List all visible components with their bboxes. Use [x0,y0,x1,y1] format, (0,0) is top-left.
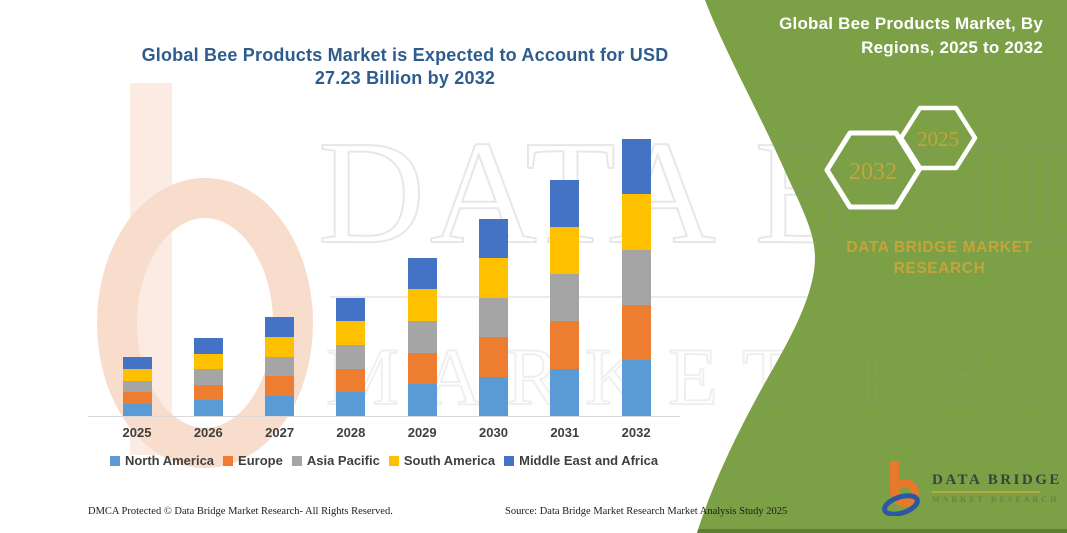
x-axis-label-2031: 2031 [550,425,580,440]
legend-marker-icon [388,455,399,466]
side-panel-heading-line1: Global Bee Products Market, By [779,14,1043,33]
stacked-bar-2026 [193,338,223,417]
bar-segment-2025-middle-east-and-africa [122,357,152,369]
watermark-text-line2: MARKET RESEARCH [325,330,1067,423]
bar-segment-2027-europe [265,376,295,397]
x-axis-label-2025: 2025 [122,425,152,440]
stacked-bar-2027 [265,317,295,416]
bar-segment-2031-europe [550,321,580,369]
bar-segment-2026-europe [193,384,223,401]
bar-segment-2027-middle-east-and-africa [265,317,295,337]
hexagon-2032-label: 2032 [849,159,897,185]
stacked-bar-2031 [550,179,580,417]
legend-label: Europe [238,453,283,468]
logo-name-text: DATA BRIDGE [932,472,1062,489]
bar-segment-2026-south-america [193,353,223,370]
x-axis-line [88,416,680,417]
x-axis-label-2029: 2029 [407,425,437,440]
chart-title: Global Bee Products Market is Expected t… [125,44,685,91]
chart-legend: North America Europe Asia Pacific South Ame… [88,453,680,468]
hexagon-2025: 2025 [898,105,978,171]
legend-label: Asia Pacific [306,453,380,468]
bar-segment-2026-middle-east-and-africa [193,338,223,354]
bar-segment-2025-north-america [122,404,152,416]
legend-marker-icon [504,455,515,466]
watermark-text-line1: DATA BRIDGE [317,110,1067,276]
hexagon-2025-label: 2025 [917,127,959,151]
bar-segment-2029-south-america [407,289,437,321]
brand-caption: DATA BRIDGE MARKET RESEARCH [822,238,1057,280]
bar-segment-2027-south-america [265,337,295,357]
logo-text-block: DATA BRIDGE MARKET RESEARCH [932,472,1062,504]
bar-segment-2027-asia-pacific [265,356,295,377]
data-bridge-logo-icon [882,461,920,516]
stacked-bar-2032 [621,139,651,416]
bar-segment-2029-asia-pacific [407,321,437,353]
stacked-bar-2029 [407,257,437,416]
legend-label: North America [124,453,215,468]
bar-segment-2028-north-america [336,392,366,416]
bar-segment-2029-middle-east-and-africa [407,257,437,290]
stacked-bar-2028 [336,297,366,417]
bar-segment-2026-asia-pacific [193,369,223,385]
bar-segment-2031-middle-east-and-africa [550,179,580,227]
bar-segment-2028-south-america [336,321,366,345]
bar-segment-2030-north-america [479,376,508,416]
bar-segment-2031-asia-pacific [550,274,580,322]
legend-marker-icon [223,455,234,466]
bar-segment-2026-north-america [193,400,223,417]
watermark-underline [330,296,1010,298]
stacked-bar-2025 [122,357,152,416]
brand-caption-line2: RESEARCH [893,259,986,277]
legend-marker-icon [109,455,120,466]
x-axis-label-2027: 2027 [265,425,295,440]
legend-item-asia-pacific: Asia Pacific [291,453,380,468]
bar-segment-2032-north-america [621,360,651,416]
bar-segment-2032-middle-east-and-africa [621,139,651,195]
data-bridge-logo: DATA BRIDGE MARKET RESEARCH [882,460,1062,516]
bar-segment-2032-south-america [621,194,651,250]
bar-segment-2032-europe [621,305,651,361]
bar-segment-2029-north-america [407,384,437,416]
legend-marker-icon [291,455,302,466]
legend-item-middle-east-and-africa: Middle East and Africa [504,453,658,468]
side-panel-heading-line2: Regions, 2025 to 2032 [861,37,1043,57]
legend-item-south-america: South America [388,453,496,468]
bar-segment-2030-asia-pacific [479,297,508,338]
bar-segment-2025-asia-pacific [122,380,152,393]
bar-segment-2025-south-america [122,368,152,381]
bar-segment-2030-europe [479,337,508,377]
side-panel-heading: Global Bee Products Market, By Regions, … [723,12,1043,60]
bar-segment-2028-asia-pacific [336,344,366,369]
bar-segment-2030-middle-east-and-africa [479,218,508,259]
bar-segment-2030-south-america [479,258,508,298]
logo-caption-text: MARKET RESEARCH [932,494,1060,504]
x-axis-label-2030: 2030 [479,425,508,440]
bar-segment-2029-europe [407,352,437,385]
legend-label: Middle East and Africa [519,453,659,468]
x-axis-label-2032: 2032 [621,425,651,440]
stacked-bar-2030 [479,218,508,416]
legend-item-north-america: North America [109,453,215,468]
bar-segment-2027-north-america [265,396,295,416]
bar-segment-2031-south-america [550,226,580,275]
dmca-footer-text: DMCA Protected © Data Bridge Market Rese… [88,506,393,517]
bar-segment-2025-europe [122,392,152,405]
legend-label: South America [403,453,496,468]
legend-item-europe: Europe [223,453,283,468]
green-panel-bottom-edge [697,529,1067,533]
x-axis-label-2028: 2028 [336,425,366,440]
bar-segment-2032-asia-pacific [621,249,651,306]
source-footer-text: Source: Data Bridge Market Research Mark… [505,506,788,517]
bar-segment-2031-north-america [550,368,580,416]
x-axis-label-2026: 2026 [193,425,223,440]
bar-segment-2028-middle-east-and-africa [336,297,366,322]
chart-title-line1: Global Bee Products Market is Expected t… [141,45,669,65]
bar-segment-2028-europe [336,368,366,393]
brand-caption-line1: DATA BRIDGE MARKET [846,239,1033,256]
chart-title-line2: 27.23 Billion by 2032 [314,68,496,89]
logo-gold-rule [932,491,1040,493]
